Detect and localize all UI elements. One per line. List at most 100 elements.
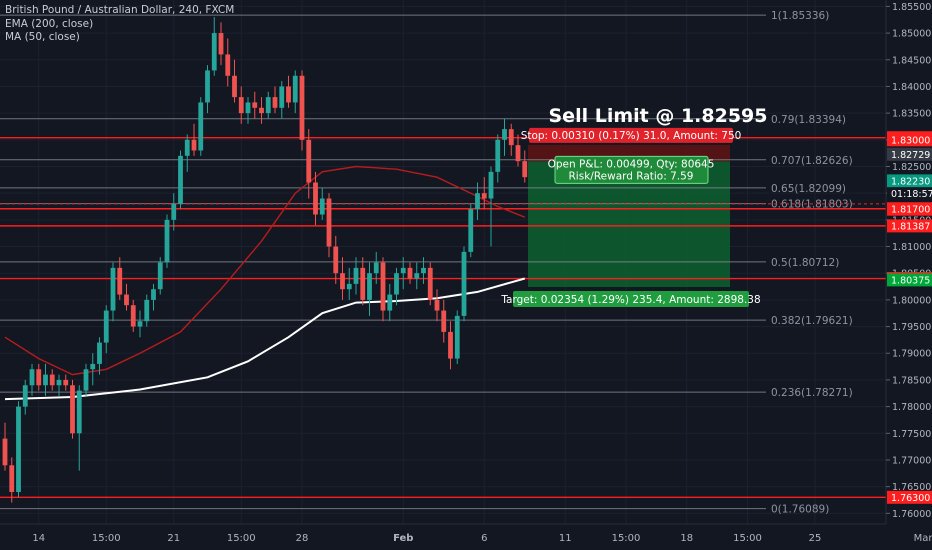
candle[interactable] (495, 134, 501, 183)
candle[interactable] (171, 193, 177, 231)
candle[interactable] (151, 283, 156, 311)
candle[interactable] (394, 267, 399, 306)
candle[interactable] (427, 262, 433, 306)
candle[interactable] (367, 262, 372, 316)
candle[interactable] (49, 369, 55, 391)
candle[interactable] (22, 379, 28, 415)
candle[interactable] (97, 337, 102, 375)
candle[interactable] (218, 22, 224, 66)
price-tag[interactable] (887, 490, 932, 504)
candle[interactable] (29, 363, 35, 396)
ema200-line[interactable] (4, 277, 526, 401)
candle[interactable] (211, 17, 217, 76)
candle[interactable] (299, 70, 305, 151)
candle[interactable] (265, 91, 271, 119)
candle[interactable] (448, 321, 453, 370)
candle[interactable] (9, 457, 15, 503)
candle[interactable] (387, 283, 393, 322)
candle[interactable] (522, 150, 528, 183)
fib-label: 0(1.76089) (771, 504, 829, 516)
candle[interactable] (178, 150, 183, 210)
candle[interactable] (70, 379, 75, 439)
candle[interactable] (434, 289, 440, 322)
pnl-label-box[interactable] (554, 155, 709, 184)
candle[interactable] (475, 182, 480, 220)
price-tag[interactable] (887, 219, 932, 233)
candle[interactable] (16, 401, 21, 498)
price-tag[interactable] (887, 273, 932, 287)
candle[interactable] (353, 257, 359, 295)
price-tag[interactable] (887, 174, 932, 188)
candle[interactable] (144, 294, 150, 327)
ema-indicator-label[interactable]: EMA (200, close) (5, 17, 94, 30)
candle[interactable] (508, 123, 514, 156)
candle[interactable] (117, 257, 123, 300)
price-axis[interactable]: 1.85500 1.85000 1.84500 1.84000 1.83500 1.830… (885, 0, 932, 550)
price-tag[interactable] (887, 147, 932, 161)
candle[interactable] (421, 257, 426, 284)
candle[interactable] (83, 363, 89, 396)
candle[interactable] (360, 257, 366, 306)
candle[interactable] (488, 166, 494, 247)
candle[interactable] (130, 299, 136, 332)
candle[interactable] (56, 374, 62, 396)
candle[interactable] (407, 262, 413, 284)
price-tag[interactable] (887, 187, 932, 201)
candle[interactable] (454, 310, 460, 364)
candle[interactable] (326, 193, 332, 258)
candle[interactable] (184, 134, 190, 172)
candle[interactable] (252, 91, 258, 119)
symbol-title[interactable]: British Pound / Australian Dollar, 240, … (5, 4, 235, 16)
ma50-line[interactable] (4, 165, 526, 376)
candle[interactable] (400, 257, 406, 290)
candle[interactable] (238, 86, 244, 124)
candle[interactable] (43, 363, 48, 396)
ma-indicator-label[interactable]: MA (50, close) (5, 31, 80, 43)
candle[interactable] (346, 267, 352, 300)
candle[interactable] (313, 171, 318, 226)
candle[interactable] (306, 129, 312, 199)
candle[interactable] (279, 81, 285, 119)
candle[interactable] (198, 97, 204, 156)
candle[interactable] (502, 118, 507, 156)
candle[interactable] (380, 257, 386, 322)
candle[interactable] (272, 86, 278, 114)
time-axis[interactable]: 14 15:00 21 15:00 28 Feb 6 11 15:00 18 15:00 25 Mar (0, 523, 932, 550)
candle[interactable] (90, 353, 96, 386)
price-tag[interactable] (887, 202, 932, 216)
candle[interactable] (515, 134, 521, 167)
candle[interactable] (36, 363, 42, 391)
target-label-box[interactable] (513, 291, 749, 308)
candle[interactable] (191, 123, 197, 156)
candle[interactable] (481, 177, 487, 210)
candle[interactable] (340, 257, 345, 300)
candle[interactable] (414, 262, 420, 290)
candle[interactable] (292, 70, 298, 114)
stop-label-box[interactable] (529, 127, 733, 143)
candle[interactable] (110, 262, 116, 322)
candle-body (56, 379, 62, 386)
candle[interactable] (76, 385, 82, 471)
price-tag[interactable] (887, 133, 932, 147)
candle[interactable] (137, 310, 143, 338)
fib-label: 0.5(1.80712) (771, 257, 839, 269)
candle[interactable] (63, 374, 69, 391)
candle[interactable] (373, 251, 379, 284)
candle[interactable] (103, 305, 109, 354)
candle[interactable] (468, 203, 474, 258)
candle[interactable] (225, 38, 231, 87)
candle[interactable] (205, 65, 210, 114)
candle[interactable] (2, 422, 8, 471)
candle[interactable] (319, 187, 325, 220)
candle[interactable] (157, 257, 163, 295)
candle[interactable] (441, 299, 447, 343)
candle[interactable] (286, 75, 291, 108)
candle[interactable] (333, 235, 339, 284)
candle[interactable] (124, 283, 129, 311)
candle[interactable] (164, 214, 170, 268)
candle[interactable] (259, 97, 264, 124)
candle[interactable] (232, 59, 237, 103)
candle[interactable] (245, 97, 251, 124)
candle[interactable] (461, 246, 467, 322)
